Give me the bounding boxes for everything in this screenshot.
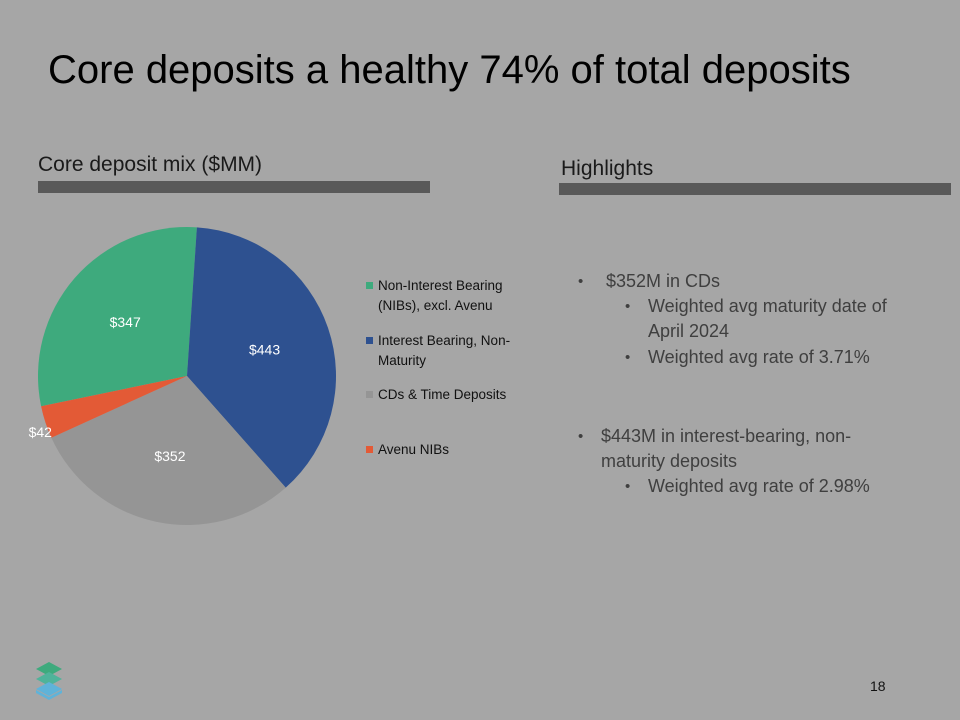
legend-label: Interest Bearing, Non- [378,333,511,348]
legend-swatch [366,337,373,344]
highlights-heading-rule [559,183,951,195]
legend-label: Maturity [378,353,427,368]
chart-heading: Core deposit mix ($MM) [38,153,263,176]
highlight-cds: $352M in CDs [606,271,721,291]
pie-slice [37,227,197,407]
highlight-interest-bearing: $443M in interest-bearing, non- [601,426,852,446]
pie-slice [51,376,286,525]
stacked-layers-logo [36,662,62,700]
legend-swatch [366,446,373,453]
pie-data-label: $347 [110,314,141,330]
bullet-dot: • [625,349,631,366]
highlight-cd-rate: Weighted avg rate of 3.71% [648,347,870,367]
legend-label: CDs & Time Deposits [378,387,507,402]
legend-label: Avenu NIBs [378,442,450,457]
bullet-dot: • [578,428,584,445]
pie-slice [187,227,336,488]
legend-swatch [366,282,373,289]
bullet-dot: • [578,273,584,290]
slide-title: Core deposits a healthy 74% of total dep… [48,48,851,92]
pie-data-label: $352 [154,448,185,464]
pie-slice [41,376,188,438]
highlights-heading: Highlights [561,157,654,180]
legend-swatch [366,391,373,398]
highlight-interest-bearing-cont: maturity deposits [601,451,738,471]
legend-label: Non-Interest Bearing [378,278,503,293]
bullet-dot: • [625,298,631,315]
page-number: 18 [870,678,886,694]
highlight-ib-rate: Weighted avg rate of 2.98% [648,476,870,496]
pie-data-label: $443 [249,342,280,358]
bullet-dot: • [625,478,631,495]
highlight-cd-maturity: Weighted avg maturity date of [648,296,887,316]
highlight-cd-maturity-cont: April 2024 [648,321,730,341]
legend-label: (NIBs), excl. Avenu [378,298,493,313]
chart-heading-rule [38,181,430,193]
pie-data-label: $42 [29,424,53,440]
